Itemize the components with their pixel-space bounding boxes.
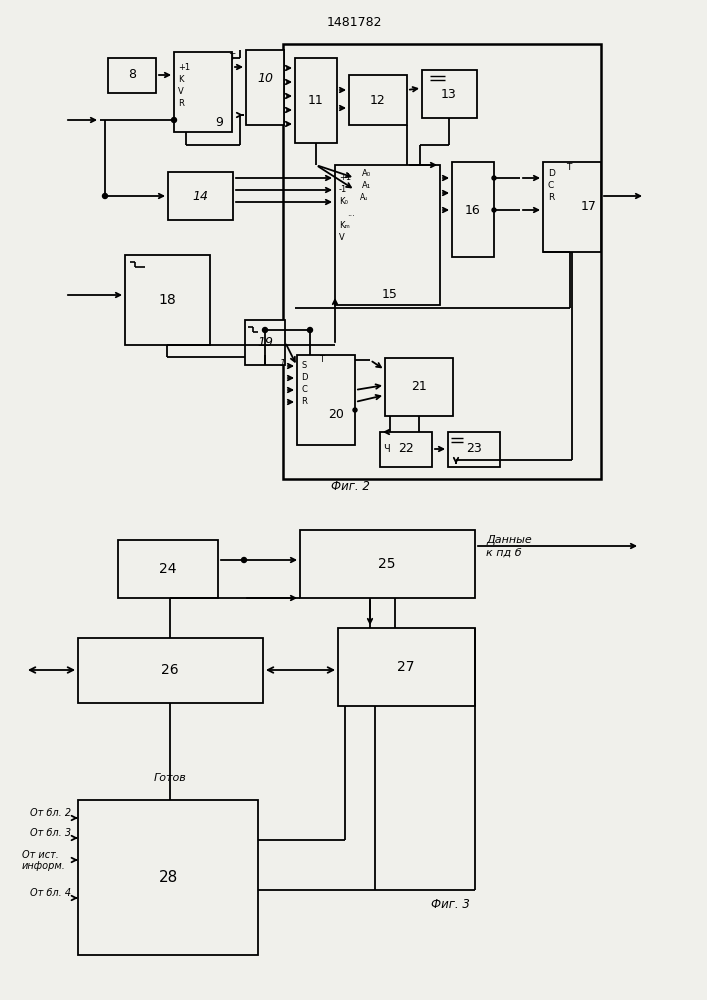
- Text: C: C: [301, 385, 307, 394]
- Text: S: S: [301, 361, 306, 370]
- Bar: [297, 355, 355, 445]
- Circle shape: [172, 117, 177, 122]
- Text: 8: 8: [128, 68, 136, 82]
- Bar: [168, 172, 233, 220]
- Bar: [452, 162, 494, 257]
- Text: 28: 28: [158, 869, 177, 884]
- Circle shape: [242, 558, 247, 562]
- Text: 1481782: 1481782: [326, 15, 382, 28]
- Text: 21: 21: [411, 380, 427, 393]
- Text: 22: 22: [398, 442, 414, 456]
- Text: +1: +1: [339, 174, 351, 182]
- Text: K: K: [178, 75, 184, 84]
- Bar: [295, 58, 337, 143]
- Text: ...: ...: [347, 210, 355, 219]
- Bar: [118, 540, 218, 598]
- Bar: [380, 432, 432, 467]
- Text: 24: 24: [159, 562, 177, 576]
- Bar: [125, 255, 210, 345]
- Text: A₀: A₀: [362, 168, 371, 178]
- Bar: [349, 75, 407, 125]
- Text: A₁: A₁: [362, 180, 371, 190]
- Circle shape: [262, 328, 267, 332]
- Bar: [283, 44, 601, 479]
- Bar: [338, 628, 475, 706]
- Text: D: D: [548, 168, 555, 178]
- Text: От бл. 3: От бл. 3: [30, 828, 71, 838]
- Text: C: C: [548, 180, 554, 190]
- Bar: [174, 52, 232, 132]
- Text: T: T: [566, 162, 571, 172]
- Text: Фиг. 2: Фиг. 2: [331, 480, 370, 492]
- Bar: [245, 320, 285, 365]
- Text: K₀: K₀: [339, 198, 348, 207]
- Text: 15: 15: [382, 288, 398, 302]
- Text: 11: 11: [308, 94, 324, 106]
- Text: 14: 14: [192, 190, 208, 202]
- Text: 18: 18: [158, 293, 176, 307]
- Bar: [448, 432, 500, 467]
- Text: Aᵤ: Aᵤ: [360, 192, 368, 202]
- Circle shape: [353, 408, 357, 412]
- Text: 12: 12: [370, 94, 386, 106]
- Circle shape: [492, 176, 496, 180]
- Bar: [335, 165, 440, 305]
- Bar: [78, 800, 258, 955]
- Text: информ.: информ.: [22, 861, 66, 871]
- Bar: [108, 58, 156, 93]
- Text: 13: 13: [441, 88, 457, 101]
- Text: V: V: [339, 233, 345, 242]
- Text: 20: 20: [328, 408, 344, 422]
- Bar: [246, 50, 284, 125]
- Text: R: R: [548, 192, 554, 202]
- Text: Данные: Данные: [486, 535, 532, 545]
- Text: 10: 10: [257, 72, 273, 85]
- Circle shape: [308, 328, 312, 332]
- Text: 16: 16: [465, 204, 481, 217]
- Text: 27: 27: [397, 660, 415, 674]
- Text: Kₘ: Kₘ: [339, 222, 350, 231]
- Text: Фиг. 3: Фиг. 3: [431, 898, 469, 912]
- Circle shape: [103, 194, 107, 198]
- Text: От бл. 2: От бл. 2: [30, 808, 71, 818]
- Text: V: V: [178, 87, 184, 96]
- Text: D: D: [301, 373, 308, 382]
- Text: R: R: [178, 99, 184, 107]
- Text: +1: +1: [178, 62, 190, 72]
- Bar: [385, 358, 453, 416]
- Text: 23: 23: [466, 442, 482, 456]
- Text: R: R: [301, 397, 307, 406]
- Bar: [543, 162, 601, 252]
- Circle shape: [492, 208, 496, 212]
- Bar: [422, 70, 477, 118]
- Text: 19: 19: [257, 336, 273, 349]
- Text: 25: 25: [378, 557, 396, 571]
- Text: От бл. 4: От бл. 4: [30, 888, 71, 898]
- Text: 26: 26: [161, 663, 179, 677]
- Bar: [78, 638, 263, 703]
- Text: Готов: Готов: [153, 773, 187, 783]
- Text: 17: 17: [581, 200, 597, 214]
- Text: -1: -1: [339, 186, 347, 194]
- Bar: [300, 530, 475, 598]
- Text: T: T: [319, 356, 324, 364]
- Text: T: T: [229, 52, 235, 62]
- Text: 9: 9: [215, 115, 223, 128]
- Text: 1: 1: [280, 359, 286, 367]
- Text: к пд б: к пд б: [486, 548, 522, 558]
- Text: Ч: Ч: [383, 444, 390, 454]
- Text: От ист.: От ист.: [22, 850, 59, 860]
